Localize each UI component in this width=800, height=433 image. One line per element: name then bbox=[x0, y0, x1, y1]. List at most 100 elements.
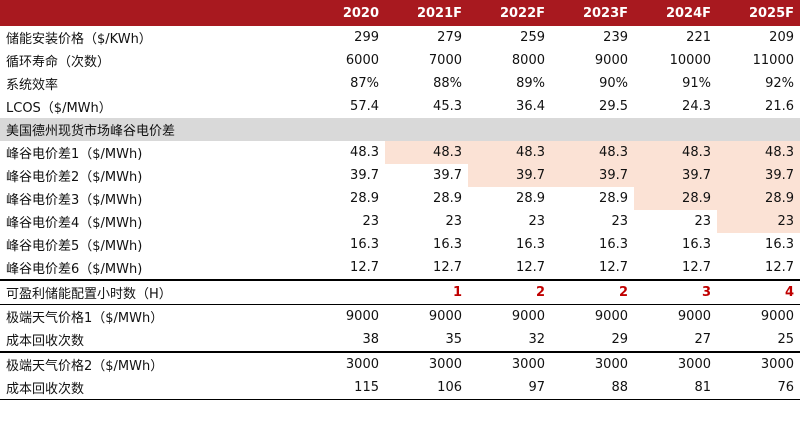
value-cell: 28.9 bbox=[516, 191, 545, 206]
value-cell: 106 bbox=[385, 376, 468, 400]
row-label: 峰谷电价差6（$/MWh) bbox=[6, 262, 143, 277]
table-row: 循环寿命（次数） 6000 7000 8000 9000 10000 11000 bbox=[0, 49, 800, 72]
row-label: 系统效率 bbox=[6, 78, 59, 93]
value-cell: 28.9 bbox=[350, 191, 379, 206]
row-label: 美国德州现货市场峰谷电价差 bbox=[0, 118, 800, 141]
value-cell: 299 bbox=[354, 30, 379, 45]
value-cell: 16.3 bbox=[599, 237, 628, 252]
value-cell: 259 bbox=[520, 30, 545, 45]
value-cell: 2 bbox=[551, 279, 634, 305]
value-cell: 23 bbox=[445, 214, 462, 229]
value-cell: 221 bbox=[686, 30, 711, 45]
value-cell: 81 bbox=[634, 376, 717, 400]
value-cell: 28.9 bbox=[634, 187, 717, 210]
row-label: 可盈利储能配置小时数（H） bbox=[0, 279, 302, 305]
value-cell: 3000 bbox=[468, 351, 551, 376]
value-cell: 39.7 bbox=[468, 164, 551, 187]
value-cell: 88% bbox=[433, 76, 462, 91]
value-cell: 3000 bbox=[634, 351, 717, 376]
value-cell: 27 bbox=[694, 332, 711, 347]
column-header: 2021F bbox=[385, 0, 468, 26]
value-cell: 4 bbox=[717, 279, 800, 305]
column-header: 2025F bbox=[717, 0, 800, 26]
value-cell: 32 bbox=[528, 332, 545, 347]
value-cell: 9000 bbox=[594, 53, 628, 68]
data-table: 2020 2021F 2022F 2023F 2024F 2025F 储能安装价格（$/K… bbox=[0, 0, 800, 400]
value-cell: 92% bbox=[765, 76, 794, 91]
value-cell: 16.3 bbox=[765, 237, 794, 252]
corner-cell bbox=[0, 0, 302, 26]
value-cell: 12.7 bbox=[765, 260, 794, 275]
value-cell: 36.4 bbox=[516, 99, 545, 114]
table-row: 成本回收次数 38 35 32 29 27 25 bbox=[0, 328, 800, 352]
value-cell: 39.7 bbox=[634, 164, 717, 187]
value-cell: 48.3 bbox=[385, 141, 468, 164]
row-label: 极端天气价格1（$/MWh） bbox=[0, 304, 302, 328]
row-label: 极端天气价格2（$/MWh） bbox=[0, 351, 302, 376]
value-cell: 115 bbox=[302, 376, 385, 400]
value-cell: 91% bbox=[682, 76, 711, 91]
value-cell: 23 bbox=[694, 214, 711, 229]
value-cell: 39.7 bbox=[433, 168, 462, 183]
value-cell: 6000 bbox=[345, 53, 379, 68]
value-cell: 89% bbox=[516, 76, 545, 91]
value-cell: 23 bbox=[528, 214, 545, 229]
value-cell: 28.9 bbox=[717, 187, 800, 210]
table-row: 极端天气价格2（$/MWh） 3000 3000 3000 3000 3000 3000 bbox=[0, 351, 800, 376]
value-cell: 39.7 bbox=[350, 168, 379, 183]
value-cell: 9000 bbox=[468, 304, 551, 328]
column-header: 2020 bbox=[302, 0, 385, 26]
table-row: 峰谷电价差3（$/MWh) 28.9 28.9 28.9 28.9 28.9 28.9 bbox=[0, 187, 800, 210]
value-cell: 24.3 bbox=[682, 99, 711, 114]
value-cell: 9000 bbox=[717, 304, 800, 328]
table-body: 储能安装价格（$/KWh） 299 279 259 239 221 209 循环寿命（次数） 6… bbox=[0, 26, 800, 400]
value-cell: 48.3 bbox=[551, 141, 634, 164]
value-cell: 12.7 bbox=[433, 260, 462, 275]
value-cell: 23 bbox=[717, 210, 800, 233]
table-row: LCOS（$/MWh） 57.4 45.3 36.4 29.5 24.3 21.6 bbox=[0, 95, 800, 118]
value-cell: 7000 bbox=[428, 53, 462, 68]
value-cell: 9000 bbox=[634, 304, 717, 328]
value-cell: 9000 bbox=[551, 304, 634, 328]
row-label: 成本回收次数 bbox=[6, 334, 85, 349]
table-row: 可盈利储能配置小时数（H） 1 2 2 3 4 bbox=[0, 279, 800, 305]
column-header: 2023F bbox=[551, 0, 634, 26]
row-label: 峰谷电价差1（$/MWh) bbox=[6, 147, 143, 162]
row-label: 峰谷电价差3（$/MWh) bbox=[6, 193, 143, 208]
value-cell: 45.3 bbox=[433, 99, 462, 114]
value-cell: 8000 bbox=[511, 53, 545, 68]
value-cell: 3000 bbox=[717, 351, 800, 376]
row-label: 峰谷电价差2（$/MWh) bbox=[6, 170, 143, 185]
value-cell: 16.3 bbox=[350, 237, 379, 252]
value-cell: 16.3 bbox=[433, 237, 462, 252]
value-cell: 3000 bbox=[302, 351, 385, 376]
table-row: 峰谷电价差6（$/MWh) 12.7 12.7 12.7 12.7 12.7 12.7 bbox=[0, 256, 800, 280]
value-cell: 39.7 bbox=[717, 164, 800, 187]
row-label: 储能安装价格（$/KWh） bbox=[6, 32, 152, 47]
value-cell: 21.6 bbox=[765, 99, 794, 114]
value-cell: 9000 bbox=[385, 304, 468, 328]
value-cell: 2 bbox=[468, 279, 551, 305]
value-cell: 12.7 bbox=[516, 260, 545, 275]
value-cell: 12.7 bbox=[350, 260, 379, 275]
table-row: 储能安装价格（$/KWh） 299 279 259 239 221 209 bbox=[0, 26, 800, 49]
value-cell: 57.4 bbox=[350, 99, 379, 114]
value-cell: 12.7 bbox=[682, 260, 711, 275]
value-cell: 16.3 bbox=[682, 237, 711, 252]
table-row: 系统效率 87% 88% 89% 90% 91% 92% bbox=[0, 72, 800, 95]
value-cell: 76 bbox=[717, 376, 800, 400]
value-cell: 48.3 bbox=[350, 145, 379, 160]
table-row: 峰谷电价差4（$/MWh) 23 23 23 23 23 23 bbox=[0, 210, 800, 233]
value-cell: 1 bbox=[385, 279, 468, 305]
table-row: 峰谷电价差2（$/MWh) 39.7 39.7 39.7 39.7 39.7 39.7 bbox=[0, 164, 800, 187]
table-row: 美国德州现货市场峰谷电价差 bbox=[0, 118, 800, 141]
value-cell: 28.9 bbox=[433, 191, 462, 206]
value-cell: 48.3 bbox=[634, 141, 717, 164]
value-cell: 90% bbox=[599, 76, 628, 91]
value-cell: 11000 bbox=[752, 53, 794, 68]
row-label: 成本回收次数 bbox=[0, 376, 302, 400]
value-cell: 9000 bbox=[302, 304, 385, 328]
value-cell: 35 bbox=[445, 332, 462, 347]
value-cell: 16.3 bbox=[516, 237, 545, 252]
